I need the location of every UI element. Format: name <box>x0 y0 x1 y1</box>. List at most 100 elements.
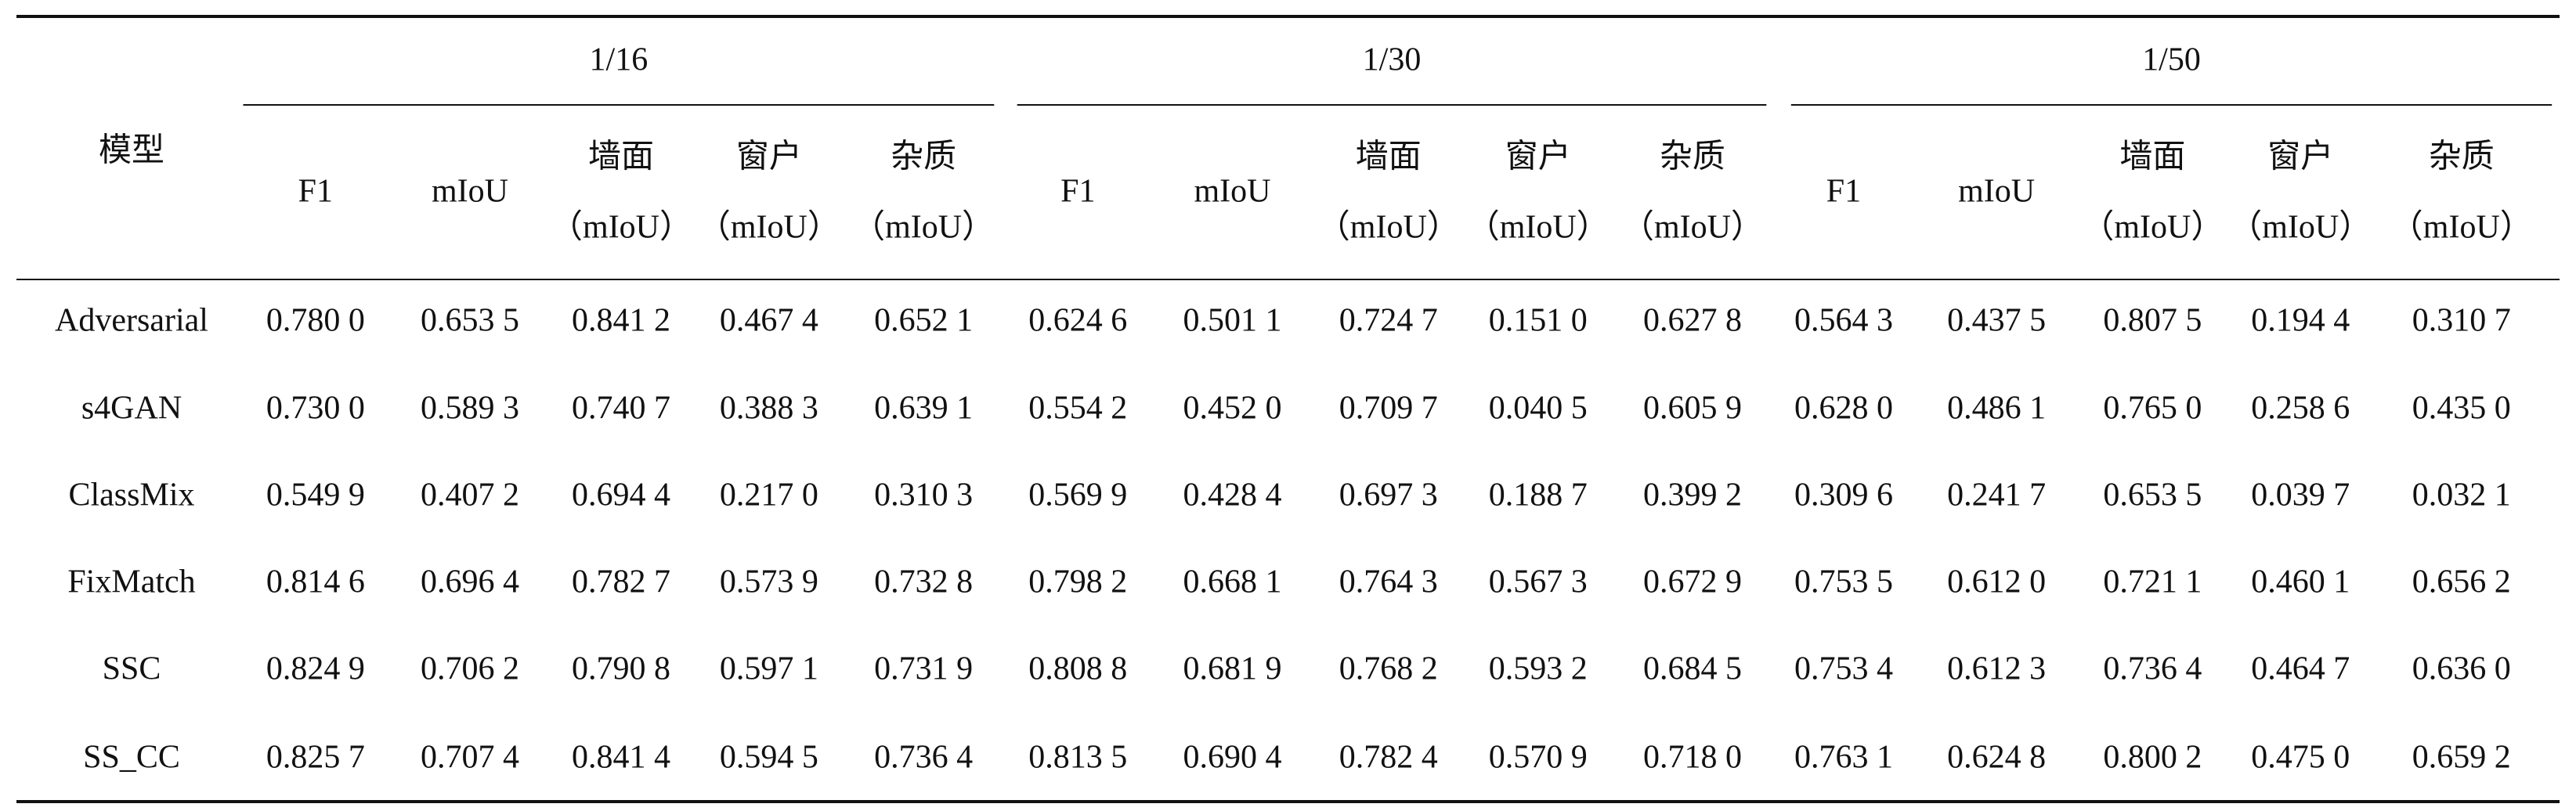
cell-value: 0.782 7 <box>572 564 670 600</box>
cell-value: 0.780 0 <box>266 303 365 339</box>
cell-value: 0.570 9 <box>1489 740 1588 776</box>
cell-value: 0.464 7 <box>2251 651 2350 687</box>
cell-value: 0.399 2 <box>1643 478 1742 514</box>
column-unit: （mIoU） <box>2390 210 2533 246</box>
group-label: 1/50 <box>2142 42 2201 78</box>
cell-value: 0.808 8 <box>1028 651 1127 687</box>
cell-value: 0.807 5 <box>2103 303 2202 339</box>
column-name: mIoU <box>1958 174 2035 210</box>
cell-value: 0.567 3 <box>1489 564 1588 600</box>
column-name: 窗户 <box>2267 139 2333 175</box>
cell-value: 0.659 2 <box>2412 740 2511 776</box>
group-label: 1/30 <box>1363 42 1422 78</box>
cell-value: 0.589 3 <box>421 391 519 427</box>
cell-value: 0.813 5 <box>1028 740 1127 776</box>
cell-value: 0.824 9 <box>266 651 365 687</box>
column-name: 窗户 <box>736 139 802 175</box>
cell-value: 0.452 0 <box>1183 391 1282 427</box>
cell-value: 0.624 8 <box>1947 740 2046 776</box>
cell-value: 0.388 3 <box>720 391 818 427</box>
column-unit: （mIoU） <box>2081 210 2224 246</box>
cell-value: 0.731 9 <box>874 651 973 687</box>
cell-value: 0.721 1 <box>2103 564 2202 600</box>
cell-value: 0.790 8 <box>572 651 670 687</box>
cell-value: 0.656 2 <box>2412 564 2511 600</box>
column-name: F1 <box>1060 174 1095 210</box>
column-unit: （mIoU） <box>852 210 995 246</box>
cell-value: 0.040 5 <box>1489 391 1588 427</box>
column-name: F1 <box>298 174 333 210</box>
cell-value: 0.707 4 <box>421 740 519 776</box>
cell-value: 0.696 4 <box>421 564 519 600</box>
column-unit: （mIoU） <box>1621 210 1764 246</box>
cell-value: 0.188 7 <box>1489 478 1588 514</box>
cell-value: 0.467 4 <box>720 303 818 339</box>
cell-value: 0.732 8 <box>874 564 973 600</box>
cell-value: 0.241 7 <box>1947 478 2046 514</box>
cell-value: 0.841 4 <box>572 740 670 776</box>
column-unit: （mIoU） <box>2229 210 2372 246</box>
cell-value: 0.593 2 <box>1489 651 1588 687</box>
cell-value: 0.564 3 <box>1794 303 1893 339</box>
column-name: 墙面 <box>2119 139 2185 175</box>
cell-value: 0.194 4 <box>2251 303 2350 339</box>
cell-value: 0.694 4 <box>572 478 670 514</box>
cell-value: 0.475 0 <box>2251 740 2350 776</box>
cell-value: 0.032 1 <box>2412 478 2511 514</box>
model-name: s4GAN <box>81 391 182 427</box>
cell-value: 0.039 7 <box>2251 478 2350 514</box>
cell-value: 0.681 9 <box>1183 651 1282 687</box>
cell-value: 0.672 9 <box>1643 564 1742 600</box>
cell-value: 0.437 5 <box>1947 303 2046 339</box>
column-unit: （mIoU） <box>550 210 692 246</box>
cell-value: 0.639 1 <box>874 391 973 427</box>
model-name: SSC <box>103 651 161 687</box>
cell-value: 0.407 2 <box>421 478 519 514</box>
cell-value: 0.718 0 <box>1643 740 1742 776</box>
model-name: FixMatch <box>67 564 195 600</box>
cell-value: 0.549 9 <box>266 478 365 514</box>
cell-value: 0.825 7 <box>266 740 365 776</box>
column-unit: （mIoU） <box>1317 210 1460 246</box>
cell-value: 0.652 1 <box>874 303 973 339</box>
cell-value: 0.706 2 <box>421 651 519 687</box>
column-name: mIoU <box>432 174 508 210</box>
column-name: 墙面 <box>1356 139 1422 175</box>
cell-value: 0.569 9 <box>1028 478 1127 514</box>
column-name: 窗户 <box>1505 139 1571 175</box>
cell-value: 0.764 3 <box>1339 564 1438 600</box>
cell-value: 0.753 4 <box>1794 651 1893 687</box>
cell-value: 0.612 0 <box>1947 564 2046 600</box>
cell-value: 0.768 2 <box>1339 651 1438 687</box>
model-header: 模型 <box>99 133 164 169</box>
cell-value: 0.724 7 <box>1339 303 1438 339</box>
cell-value: 0.594 5 <box>720 740 818 776</box>
cell-value: 0.597 1 <box>720 651 818 687</box>
cell-value: 0.573 9 <box>720 564 818 600</box>
cell-value: 0.736 4 <box>2103 651 2202 687</box>
cell-value: 0.628 0 <box>1794 391 1893 427</box>
cell-value: 0.753 5 <box>1794 564 1893 600</box>
cell-value: 0.740 7 <box>572 391 670 427</box>
cell-value: 0.690 4 <box>1183 740 1282 776</box>
model-name: SS_CC <box>83 740 180 776</box>
model-name: ClassMix <box>68 478 194 514</box>
cell-value: 0.501 1 <box>1183 303 1282 339</box>
column-name: F1 <box>1826 174 1861 210</box>
cell-value: 0.684 5 <box>1643 651 1742 687</box>
cell-value: 0.627 8 <box>1643 303 1742 339</box>
column-name: 杂质 <box>1660 139 1725 175</box>
cell-value: 0.309 6 <box>1794 478 1893 514</box>
cell-value: 0.151 0 <box>1489 303 1588 339</box>
cell-value: 0.841 2 <box>572 303 670 339</box>
cell-value: 0.460 1 <box>2251 564 2350 600</box>
column-name: 杂质 <box>2429 139 2495 175</box>
cell-value: 0.435 0 <box>2412 391 2511 427</box>
column-name: 墙面 <box>588 139 654 175</box>
cell-value: 0.428 4 <box>1183 478 1282 514</box>
cell-value: 0.486 1 <box>1947 391 2046 427</box>
column-unit: （mIoU） <box>698 210 840 246</box>
cell-value: 0.217 0 <box>720 478 818 514</box>
cell-value: 0.554 2 <box>1028 391 1127 427</box>
group-label: 1/16 <box>590 42 649 78</box>
